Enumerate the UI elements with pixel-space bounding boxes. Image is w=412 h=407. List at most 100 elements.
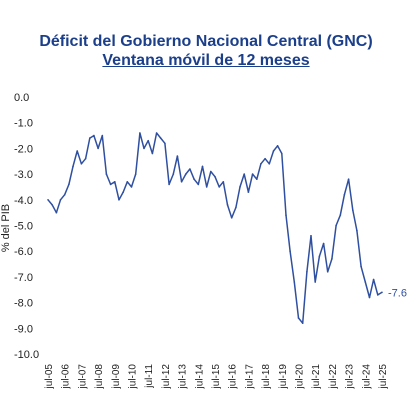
series-group — [47, 132, 383, 325]
data-point — [72, 165, 74, 168]
data-point — [76, 150, 78, 152]
x-axis: jul-05 jul-06 jul-07 jul-08 jul-09 jul-10 jul-… — [44, 364, 389, 390]
data-point — [293, 281, 296, 283]
data-point — [243, 173, 245, 175]
end-value-label: -7.6 — [388, 287, 407, 299]
data-point — [114, 181, 116, 183]
x-tick-label: jul-09 — [111, 364, 122, 390]
data-point — [139, 132, 141, 134]
x-tick-label: jul-17 — [244, 364, 255, 390]
data-point — [47, 199, 49, 201]
data-point — [339, 214, 342, 216]
data-point — [335, 224, 337, 227]
chart-title: Déficit del Gobierno Nacional Central (G… — [39, 33, 373, 50]
data-point — [352, 209, 354, 211]
data-point — [226, 204, 229, 206]
data-point — [285, 214, 287, 216]
data-point — [247, 191, 250, 193]
data-point — [205, 186, 208, 188]
data-point — [210, 170, 212, 173]
data-point — [143, 147, 145, 150]
data-point — [251, 173, 254, 175]
data-point — [268, 163, 271, 165]
data-point — [51, 204, 53, 206]
y-tick-label: -10.0 — [14, 349, 39, 361]
y-tick-label: -4.0 — [14, 195, 33, 207]
data-point — [297, 317, 300, 319]
data-point — [89, 137, 91, 139]
data-point — [272, 150, 275, 152]
data-point — [322, 242, 325, 245]
data-point — [130, 186, 133, 188]
data-point — [306, 271, 308, 273]
y-tick-label: 0.0 — [14, 92, 29, 104]
data-point — [356, 229, 358, 232]
data-point — [239, 186, 241, 188]
data-point — [172, 173, 175, 175]
x-tick-label: jul-20 — [295, 364, 306, 390]
y-tick-label: -8.0 — [14, 298, 33, 310]
data-point — [147, 139, 149, 142]
data-point — [301, 322, 304, 325]
data-point — [276, 145, 279, 147]
data-point — [80, 163, 83, 165]
x-tick-label: jul-16 — [228, 364, 239, 390]
x-tick-label: jul-08 — [94, 364, 105, 390]
data-point — [372, 278, 375, 281]
data-point — [159, 137, 162, 139]
data-point — [222, 181, 225, 183]
x-tick-label: jul-14 — [194, 364, 205, 390]
x-tick-label: jul-19 — [278, 364, 289, 390]
y-tick-label: -1.0 — [14, 118, 33, 130]
data-point — [105, 173, 108, 175]
data-point — [55, 211, 58, 214]
x-tick-label: jul-21 — [311, 364, 322, 390]
data-point — [218, 186, 220, 188]
x-tick-label: jul-23 — [345, 364, 356, 390]
y-tick-label: -9.0 — [14, 323, 33, 335]
data-point — [260, 163, 262, 165]
x-tick-label: jul-12 — [161, 364, 172, 390]
data-point — [176, 155, 179, 157]
x-tick-label: jul-18 — [261, 364, 272, 390]
y-tick-label: -3.0 — [14, 169, 33, 181]
y-tick-label: -2.0 — [14, 143, 33, 155]
data-point — [118, 199, 120, 201]
series-line — [47, 132, 383, 324]
data-point — [360, 265, 362, 268]
data-point — [214, 175, 216, 178]
y-axis: 0.0 -1.0 -2.0 -3.0 -4.0 -5.0 -6.0 -7.0 -8.0 -9.0 -… — [14, 92, 39, 361]
x-tick-label: jul-25 — [378, 364, 389, 390]
data-point — [189, 168, 191, 170]
x-tick-label: jul-07 — [77, 364, 88, 390]
x-tick-label: jul-06 — [61, 364, 72, 390]
data-point — [93, 134, 95, 137]
data-point — [109, 183, 112, 186]
y-axis-label: % del PIB — [0, 204, 12, 252]
x-tick-label: jul-22 — [328, 364, 339, 390]
data-point — [193, 178, 195, 180]
data-point — [185, 173, 187, 175]
data-point — [331, 258, 333, 260]
data-point — [235, 206, 237, 209]
data-point — [289, 250, 291, 252]
data-point — [122, 191, 124, 193]
data-point — [230, 217, 233, 219]
data-point — [134, 173, 137, 175]
data-point — [180, 181, 183, 183]
y-tick-label: -5.0 — [14, 221, 33, 233]
data-point — [168, 183, 170, 186]
data-point — [326, 271, 329, 273]
data-point — [377, 294, 379, 296]
x-tick-label: jul-24 — [361, 364, 372, 390]
data-point — [68, 183, 70, 186]
data-point — [164, 142, 166, 145]
chart-subtitle: Ventana móvil de 12 meses — [102, 52, 310, 69]
data-point — [343, 193, 346, 196]
data-point — [381, 291, 383, 294]
data-point — [197, 183, 200, 186]
data-point — [368, 296, 371, 299]
x-tick-label: jul-11 — [144, 364, 155, 389]
x-tick-label: jul-05 — [44, 364, 55, 390]
data-point — [97, 147, 99, 150]
